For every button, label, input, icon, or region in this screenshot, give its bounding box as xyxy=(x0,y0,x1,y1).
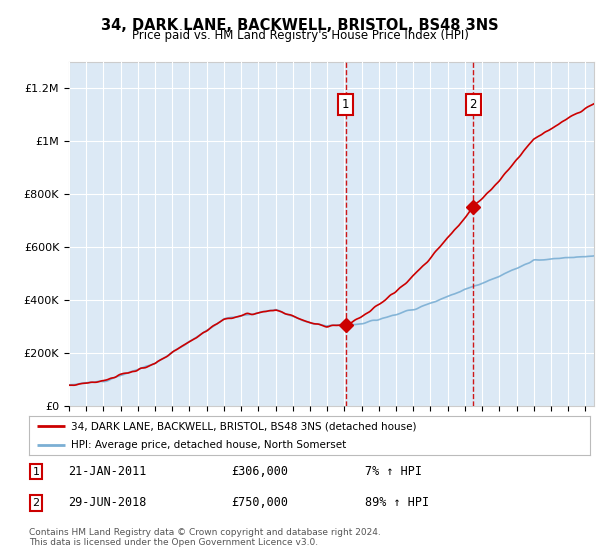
Text: 34, DARK LANE, BACKWELL, BRISTOL, BS48 3NS (detached house): 34, DARK LANE, BACKWELL, BRISTOL, BS48 3… xyxy=(71,422,416,432)
Text: HPI: Average price, detached house, North Somerset: HPI: Average price, detached house, Nort… xyxy=(71,440,346,450)
Text: 89% ↑ HPI: 89% ↑ HPI xyxy=(365,496,430,510)
Text: 2: 2 xyxy=(470,98,477,111)
Text: 29-JUN-2018: 29-JUN-2018 xyxy=(68,496,146,510)
Text: Contains HM Land Registry data © Crown copyright and database right 2024.
This d: Contains HM Land Registry data © Crown c… xyxy=(29,528,380,547)
Text: £750,000: £750,000 xyxy=(231,496,288,510)
Text: 34, DARK LANE, BACKWELL, BRISTOL, BS48 3NS: 34, DARK LANE, BACKWELL, BRISTOL, BS48 3… xyxy=(101,18,499,33)
Text: 1: 1 xyxy=(342,98,349,111)
Text: 2: 2 xyxy=(32,498,40,508)
Bar xyxy=(346,62,473,406)
Text: Price paid vs. HM Land Registry's House Price Index (HPI): Price paid vs. HM Land Registry's House … xyxy=(131,29,469,42)
Text: 1: 1 xyxy=(32,466,40,477)
Text: 7% ↑ HPI: 7% ↑ HPI xyxy=(365,465,422,478)
Text: £306,000: £306,000 xyxy=(231,465,288,478)
Text: 21-JAN-2011: 21-JAN-2011 xyxy=(68,465,146,478)
